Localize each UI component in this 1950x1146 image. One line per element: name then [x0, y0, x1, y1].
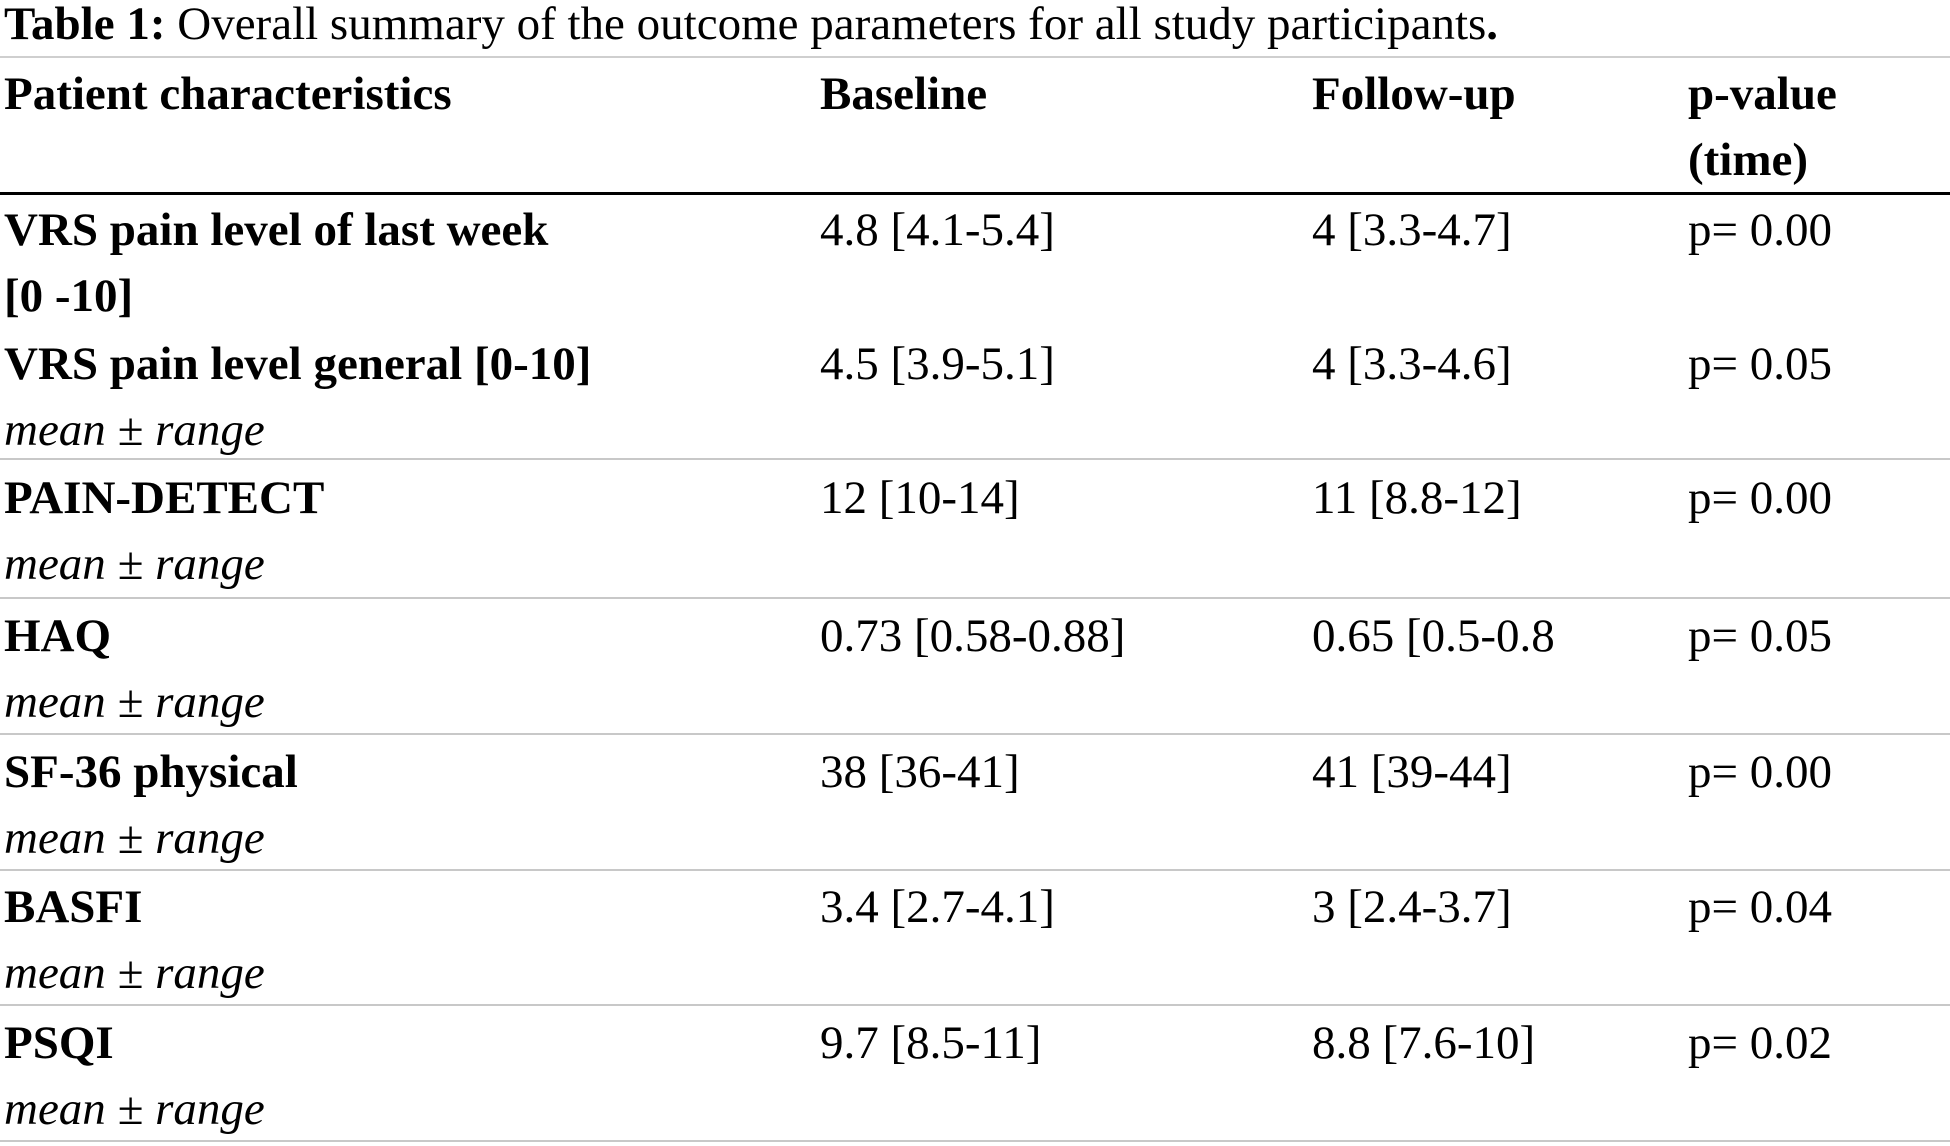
baseline-value: 4.5 [3.9-5.1] [820, 338, 1055, 390]
header-patient-characteristics: Patient characteristics [4, 68, 452, 120]
row-rule [0, 733, 1950, 735]
header-p-value-time: (time) [1688, 134, 1809, 186]
row-rule [0, 597, 1950, 599]
followup-value: 4 [3.3-4.6] [1312, 338, 1512, 390]
header-p-value: p-value [1688, 68, 1837, 120]
header-follow-up: Follow-up [1312, 68, 1516, 120]
row-label: SF-36 physical [4, 746, 298, 798]
p-value: p= 0.00 [1688, 472, 1833, 524]
row-sublabel: mean ± range [4, 676, 265, 728]
caption-label: Table 1: [4, 0, 166, 50]
caption-text: Overall summary of the outcome parameter… [165, 0, 1487, 50]
followup-value: 8.8 [7.6-10] [1312, 1017, 1536, 1069]
p-value: p= 0.02 [1688, 1017, 1833, 1069]
row-label: PSQI [4, 1017, 114, 1069]
header-rule [0, 192, 1950, 195]
row-label-continued: [0 -10] [4, 270, 134, 322]
row-rule [0, 869, 1950, 871]
row-sublabel: mean ± range [4, 812, 265, 864]
table-caption: Table 1: Overall summary of the outcome … [4, 0, 1498, 54]
p-value: p= 0.05 [1688, 338, 1833, 390]
followup-value: 4 [3.3-4.7] [1312, 204, 1512, 256]
baseline-value: 12 [10-14] [820, 472, 1020, 524]
row-label: VRS pain level general [0-10] [4, 338, 592, 390]
row-sublabel: mean ± range [4, 404, 265, 456]
followup-value: 41 [39-44] [1312, 746, 1512, 798]
baseline-value: 38 [36-41] [820, 746, 1020, 798]
header-baseline: Baseline [820, 68, 988, 120]
baseline-value: 3.4 [2.7-4.1] [820, 881, 1055, 933]
row-sublabel: mean ± range [4, 538, 265, 590]
row-sublabel: mean ± range [4, 947, 265, 999]
row-label: BASFI [4, 881, 143, 933]
row-sublabel: mean ± range [4, 1083, 265, 1135]
p-value: p= 0.00 [1688, 746, 1833, 798]
row-label: HAQ [4, 610, 112, 662]
baseline-value: 9.7 [8.5-11] [820, 1017, 1042, 1069]
baseline-value: 4.8 [4.1-5.4] [820, 204, 1055, 256]
row-label: VRS pain level of last week [4, 204, 549, 256]
p-value: p= 0.00 [1688, 204, 1833, 256]
p-value: p= 0.04 [1688, 881, 1833, 933]
row-rule [0, 1140, 1950, 1142]
baseline-value: 0.73 [0.58-0.88] [820, 610, 1126, 662]
followup-value: 3 [2.4-3.7] [1312, 881, 1512, 933]
row-label: PAIN-DETECT [4, 472, 325, 524]
followup-value: 0.65 [0.5-0.8 [1312, 610, 1555, 662]
top-rule [0, 56, 1950, 58]
p-value: p= 0.05 [1688, 610, 1833, 662]
caption-end: . [1486, 0, 1499, 50]
row-rule [0, 1004, 1950, 1006]
row-rule [0, 458, 1950, 460]
followup-value: 11 [8.8-12] [1312, 472, 1522, 524]
